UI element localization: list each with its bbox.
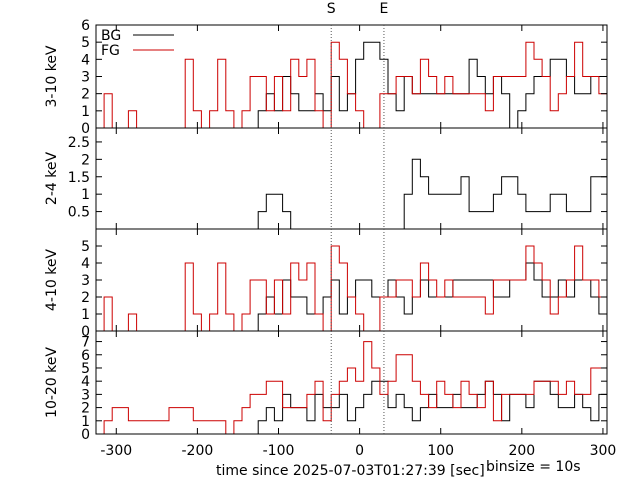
y-tick-label: 1.5 — [68, 170, 90, 186]
x-tick-label: 100 — [427, 443, 454, 459]
legend-label: BG — [101, 28, 121, 44]
y-tick-label: 3 — [81, 387, 90, 403]
y-tick-label: 4 — [81, 374, 90, 390]
y-tick-label: 0 — [81, 121, 90, 137]
y-tick-label: 2 — [81, 87, 90, 103]
y-tick-label: 6 — [81, 348, 90, 364]
y-tick-label: 5 — [81, 239, 90, 255]
x-tick-label: -300 — [100, 443, 132, 459]
x-tick-label: 200 — [508, 443, 535, 459]
series-fg-line — [96, 41, 607, 129]
x-tick-label: 300 — [590, 443, 617, 459]
y-tick-label: 2 — [81, 401, 90, 417]
y-tick-label: 1 — [81, 104, 90, 120]
marker-label-s: S — [327, 1, 336, 17]
y-tick-label: 2 — [81, 290, 90, 306]
y-tick-label: 1 — [81, 307, 90, 323]
series-fg-line — [96, 341, 607, 435]
y-tick-label: 1 — [81, 414, 90, 430]
series-fg-line — [96, 245, 607, 332]
y-tick-label: 0.5 — [68, 205, 90, 221]
x-axis: -300 -200 -100 0 100 200 300 — [100, 443, 616, 459]
y-axis-label: 4-10 keV — [44, 249, 60, 311]
x-tick-label: 0 — [355, 443, 364, 459]
marker-label-e: E — [380, 1, 389, 17]
y-tick-label: 1 — [81, 187, 90, 203]
y-axis-label: 10-20 keV — [44, 347, 60, 418]
y-tick-label: 3 — [81, 273, 90, 289]
x-tick-label: -200 — [181, 443, 213, 459]
y-tick-label: 4 — [81, 256, 90, 272]
y-tick-label: 0 — [81, 427, 90, 443]
y-tick-label: 7 — [81, 335, 90, 351]
binsize-label: binsize = 10s — [486, 459, 581, 475]
x-axis-label: time since 2025-07-03T01:27:39 [sec] — [216, 463, 485, 479]
y-tick-label: 0 — [81, 324, 90, 340]
legend-label: FG — [101, 43, 120, 59]
y-tick-label: 5 — [81, 361, 90, 377]
panel-frame — [95, 330, 608, 435]
y-tick-label: 5 — [81, 35, 90, 51]
y-axis-label: 3-10 keV — [44, 45, 60, 107]
y-tick-label: 3 — [81, 70, 90, 86]
y-axis-label: 2-4 keV — [44, 152, 60, 206]
y-tick-label: 2.5 — [68, 135, 90, 151]
y-tick-label: 4 — [81, 52, 90, 68]
y-tick-label: 6 — [81, 18, 90, 34]
x-tick-label: -100 — [263, 443, 295, 459]
y-tick-label: 2 — [81, 152, 90, 168]
